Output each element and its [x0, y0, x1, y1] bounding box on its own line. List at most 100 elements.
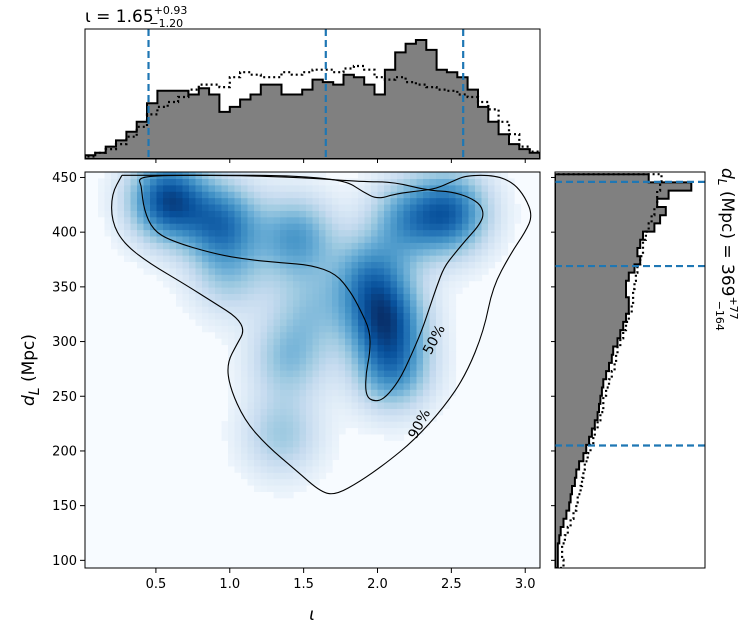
heatmap-cell	[130, 184, 138, 192]
heatmap-cell	[325, 382, 333, 390]
heatmap-cell	[208, 210, 216, 218]
heatmap-cell	[254, 325, 262, 333]
heatmap-cell	[202, 274, 210, 282]
heatmap-cell	[247, 178, 255, 186]
heatmap-cell	[397, 318, 405, 326]
heatmap-cell	[280, 344, 288, 352]
heatmap-cell	[234, 325, 242, 333]
heatmap-cell	[442, 299, 450, 307]
heatmap-cell	[455, 210, 463, 218]
heatmap-cell	[306, 178, 314, 186]
heatmap-cell	[384, 203, 392, 211]
heatmap-cell	[267, 261, 275, 269]
heatmap-cell	[488, 184, 496, 192]
heatmap-cell	[189, 216, 197, 224]
heatmap-cell	[403, 293, 411, 301]
heatmap-cell	[202, 210, 210, 218]
heatmap-cell	[384, 421, 392, 429]
heatmap-cell	[286, 376, 294, 384]
heatmap-cell	[260, 216, 268, 224]
heatmap-cell	[455, 242, 463, 250]
heatmap-cell	[312, 472, 320, 480]
heatmap-cell	[202, 325, 210, 333]
heatmap-cell	[286, 203, 294, 211]
heatmap-cell	[390, 223, 398, 231]
heatmap-cell	[332, 235, 340, 243]
heatmap-cell	[182, 178, 190, 186]
heatmap-cell	[384, 312, 392, 320]
heatmap-cell	[228, 427, 236, 435]
heatmap-cell	[449, 338, 457, 346]
heatmap-cell	[241, 267, 249, 275]
heatmap-cell	[345, 382, 353, 390]
heatmap-cell	[280, 223, 288, 231]
heatmap-cell	[267, 255, 275, 263]
heatmap-cell	[228, 331, 236, 339]
heatmap-cell	[254, 216, 262, 224]
heatmap-cell	[267, 325, 275, 333]
heatmap-cell	[293, 389, 301, 397]
contour-50pct	[138, 174, 484, 402]
heatmap-cell	[117, 184, 125, 192]
heatmap-cell	[299, 235, 307, 243]
heatmap-cell	[332, 223, 340, 231]
heatmap-cell	[358, 184, 366, 192]
heatmap-cell	[208, 223, 216, 231]
heatmap-cell	[319, 427, 327, 435]
heatmap-cell	[377, 210, 385, 218]
heatmap-cell	[416, 286, 424, 294]
heatmap-cell	[390, 414, 398, 422]
heatmap-cell	[280, 427, 288, 435]
heatmap-cell	[475, 242, 483, 250]
heatmap-cell	[260, 318, 268, 326]
heatmap-cell	[267, 453, 275, 461]
heatmap-cell	[351, 235, 359, 243]
heatmap-cell	[117, 191, 125, 199]
heatmap-cell	[312, 299, 320, 307]
heatmap-cell	[449, 197, 457, 205]
heatmap-cell	[351, 318, 359, 326]
heatmap-cell	[189, 242, 197, 250]
heatmap-cell	[475, 191, 483, 199]
heatmap-cell	[286, 357, 294, 365]
heatmap-cell	[423, 255, 431, 263]
heatmap-cell	[351, 210, 359, 218]
heatmap-cell	[241, 408, 249, 416]
heatmap-cell	[332, 312, 340, 320]
heatmap-cell	[332, 255, 340, 263]
heatmap-cell	[104, 203, 112, 211]
heatmap-cell	[429, 408, 437, 416]
heatmap-cell	[221, 338, 229, 346]
heatmap-cell	[403, 191, 411, 199]
heatmap-cell	[371, 216, 379, 224]
heatmap-cell	[228, 274, 236, 282]
top-panel-title: ι = 1.65+0.93 −1.20	[85, 4, 187, 30]
heatmap-cell	[338, 261, 346, 269]
heatmap-cell	[241, 427, 249, 435]
heatmap-cell	[247, 421, 255, 429]
dl-title-sub: −164	[713, 301, 726, 331]
heatmap-cell	[436, 216, 444, 224]
heatmap-cell	[273, 178, 281, 186]
heatmap-cell	[514, 203, 522, 211]
heatmap-cell	[286, 395, 294, 403]
heatmap-cell	[390, 197, 398, 205]
heatmap-cell	[247, 440, 255, 448]
heatmap-cell	[358, 331, 366, 339]
heatmap-cell	[306, 267, 314, 275]
heatmap-cell	[364, 229, 372, 237]
heatmap-cell	[254, 370, 262, 377]
heatmap-cell	[247, 325, 255, 333]
heatmap-cell	[124, 216, 132, 224]
heatmap-cell	[319, 223, 327, 231]
heatmap-cell	[481, 223, 489, 231]
heatmap-cell	[390, 242, 398, 250]
heatmap-cell	[377, 331, 385, 339]
heatmap-cell	[332, 280, 340, 288]
heatmap-cell	[364, 344, 372, 352]
heatmap-cell	[475, 261, 483, 269]
heatmap-cell	[416, 267, 424, 275]
heatmap-cell	[254, 261, 262, 269]
heatmap-cell	[273, 331, 281, 339]
heatmap-cell	[143, 242, 151, 250]
